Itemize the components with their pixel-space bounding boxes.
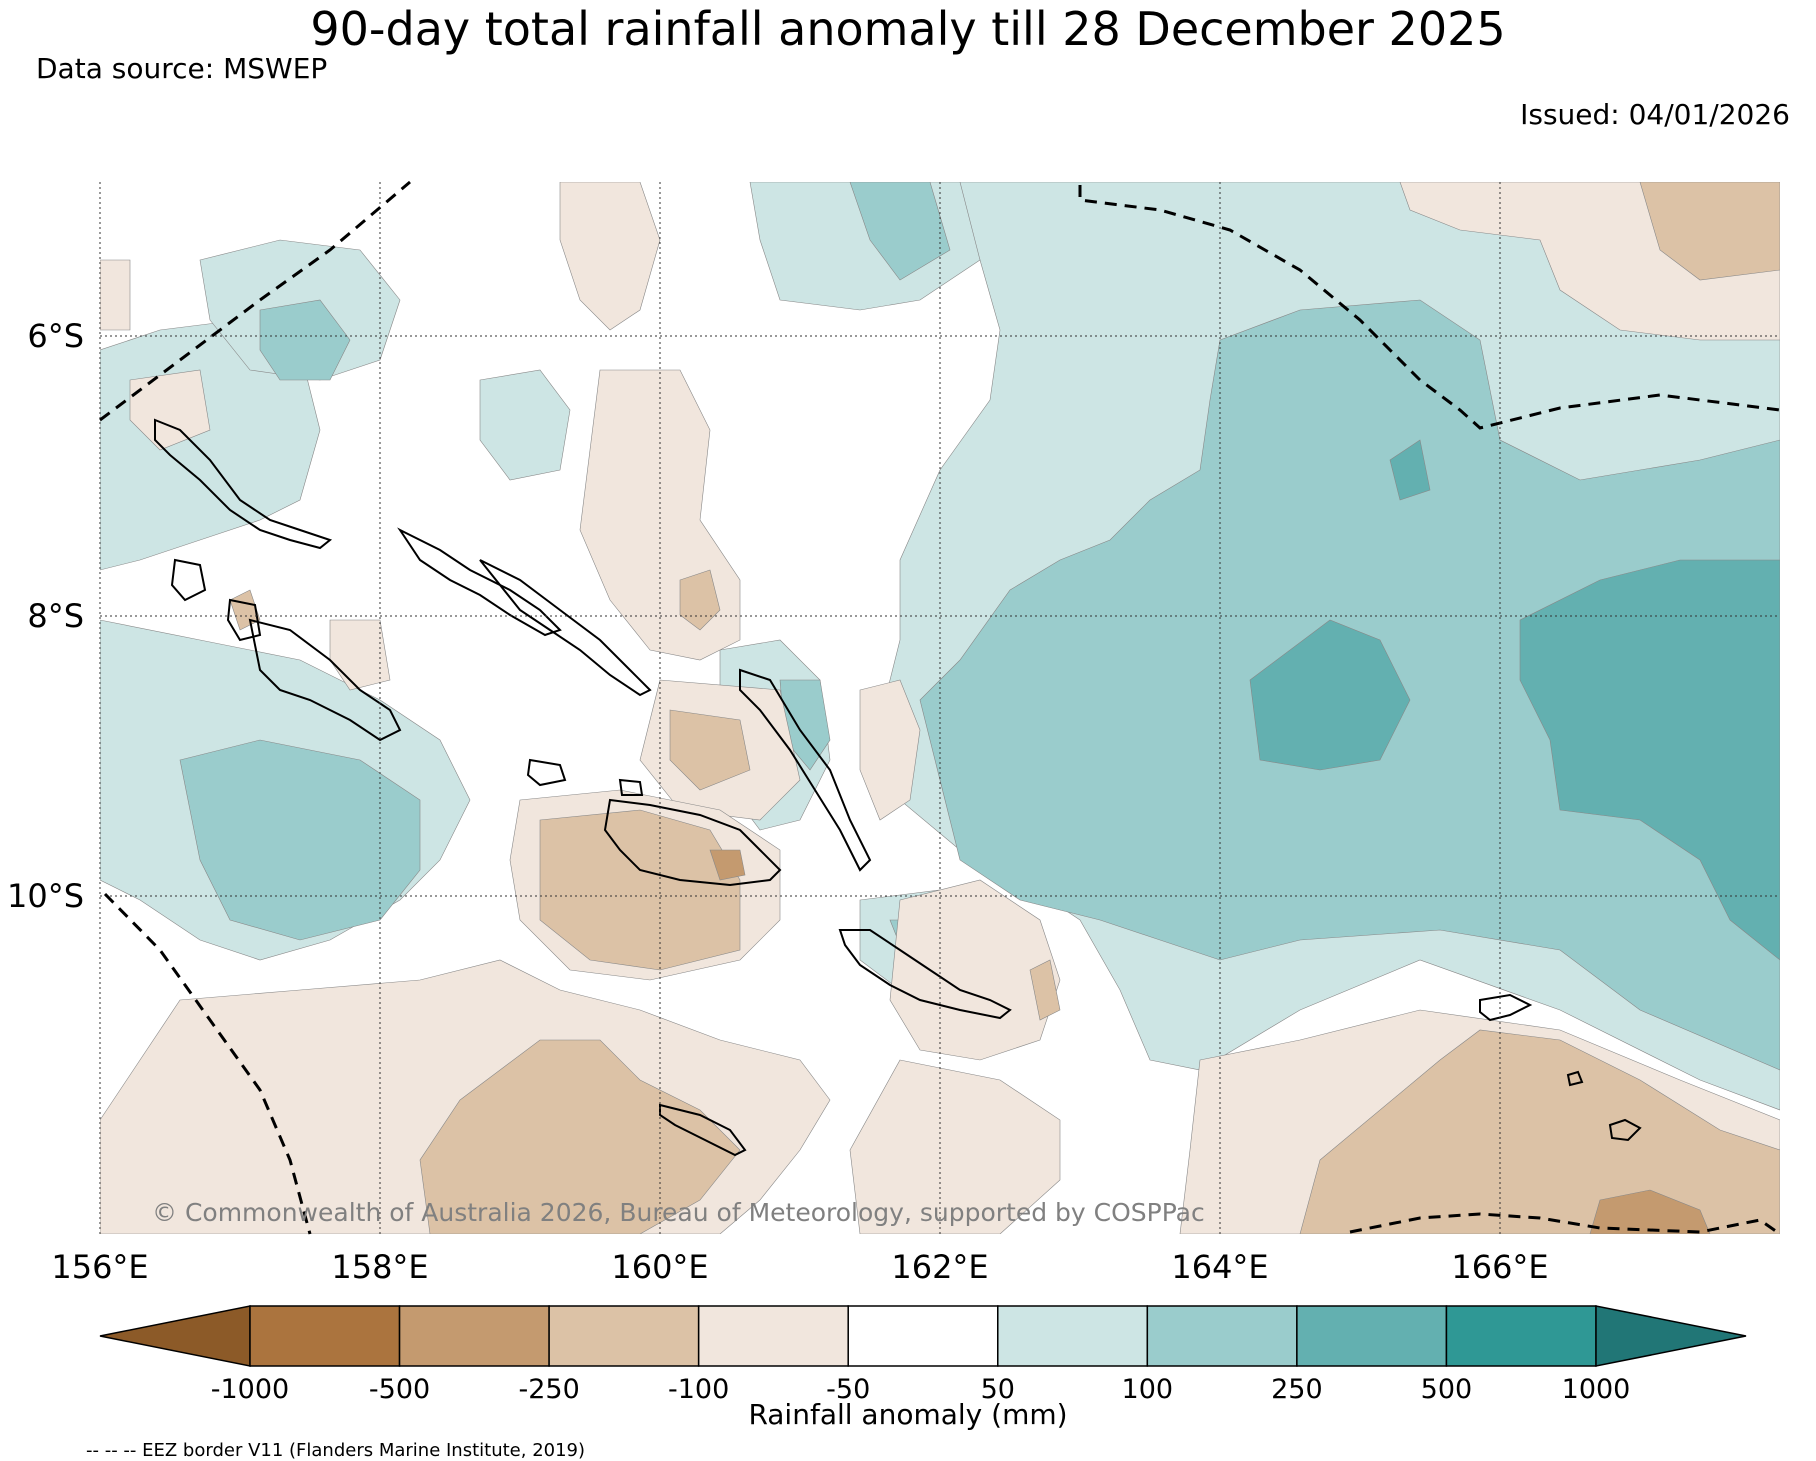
- coastline: [154, 418, 1642, 1157]
- anomaly-region-dry-medium: [419, 1039, 741, 1234]
- lon-tick-164: 164°E: [1171, 1248, 1268, 1286]
- eez-border: [99, 180, 1781, 1236]
- anomaly-region-dry-medium: [1299, 1029, 1780, 1234]
- anomaly-region-wet-light: [479, 369, 571, 481]
- colorbar-cell: [249, 1305, 401, 1367]
- island-vanikoro: [1608, 1118, 1642, 1142]
- anomaly-region-dry-light: [559, 182, 661, 331]
- colorbar-tick-label: 100: [1122, 1374, 1174, 1405]
- lat-tick-6: 6°S: [27, 317, 84, 355]
- anomaly-region-dry-light: [849, 1059, 1061, 1234]
- data-source: Data source: MSWEP: [36, 52, 328, 85]
- island-new-georgia: [248, 618, 402, 742]
- gridlines: [99, 182, 1780, 1234]
- anomaly-region-dry-light: [329, 619, 391, 691]
- island-bougainville: [154, 418, 333, 550]
- colorbar-over-triangle: [1595, 1305, 1747, 1367]
- lon-tick-160: 160°E: [611, 1248, 708, 1286]
- anomaly-region-dry-light: [100, 259, 131, 331]
- anomaly-region-wet-dark: [1519, 559, 1780, 961]
- anomaly-region-dry-medium: [669, 709, 751, 791]
- anomaly-region-dry-medium: [1639, 182, 1780, 281]
- lat-tick-10: 10°S: [7, 877, 84, 915]
- colorbar-tick-label: -250: [518, 1374, 579, 1405]
- colorbar-cell: [1146, 1305, 1298, 1367]
- colorbar-tick-label: -500: [369, 1374, 430, 1405]
- colorbar: -1000 -500 -250 -100 -50 50 100 250 500 1000: [99, 1305, 1747, 1405]
- colorbar-tick-label: 50: [981, 1374, 1015, 1405]
- colorbar-label: Rainfall anomaly (mm): [748, 1398, 1068, 1431]
- colorbar-cell: [697, 1305, 849, 1367]
- island-makira: [838, 929, 1012, 1020]
- lon-tick-labels: 156°E 158°E 160°E 162°E 164°E 166°E: [51, 1248, 1548, 1286]
- anomaly-region-dry-dark: [709, 849, 746, 881]
- island-malaita: [739, 668, 872, 872]
- chart-title: 90-day total rainfall anomaly till 28 De…: [310, 2, 1506, 56]
- anomaly-region-dry-light: [859, 679, 921, 821]
- colorbar-tick-label: -100: [668, 1374, 729, 1405]
- anomaly-region-wet-dark: [1249, 619, 1411, 771]
- colorbar-tick-label: 250: [1271, 1374, 1323, 1405]
- island-small: [526, 758, 567, 787]
- eez-legend-note: -- -- -- EEZ border V11 (Flanders Marine…: [86, 1440, 586, 1461]
- island-santa-isabel: [479, 559, 652, 697]
- colorbar-tick-label: -50: [826, 1374, 870, 1405]
- anomaly-region-dry-dark: [1589, 1189, 1711, 1234]
- colorbar-cell: [1296, 1305, 1448, 1367]
- anomaly-region-dry-medium: [539, 809, 741, 971]
- copyright-notice: © Commonwealth of Australia 2026, Bureau…: [152, 1198, 1205, 1227]
- anomaly-region-dry-medium: [1029, 959, 1061, 1021]
- anomaly-region-dry-light: [129, 369, 211, 451]
- colorbar-tick-label: -1000: [211, 1374, 289, 1405]
- anomaly-region-wet-medium: [179, 739, 421, 941]
- lon-tick-156: 156°E: [51, 1248, 148, 1286]
- eez-border-segment: [1078, 185, 1781, 430]
- anomaly-region-wet-medium: [849, 182, 951, 281]
- anomaly-region-wet-dark: [1389, 439, 1431, 501]
- island-small: [1566, 1070, 1584, 1087]
- anomaly-region-dry-light: [889, 879, 1061, 1061]
- colorbar-cell: [398, 1305, 550, 1367]
- lon-tick-166: 166°E: [1451, 1248, 1548, 1286]
- colorbar-tick-label: 1000: [1562, 1374, 1631, 1405]
- lon-tick-158: 158°E: [331, 1248, 428, 1286]
- island-small: [618, 778, 644, 796]
- colorbar-cell: [548, 1305, 700, 1367]
- issued-date: Issued: 04/01/2026: [1520, 98, 1790, 131]
- anomaly-region-dry-medium: [679, 569, 721, 631]
- island-small: [226, 598, 262, 642]
- colorbar-cell: [1445, 1305, 1597, 1367]
- island-small: [170, 558, 207, 602]
- island-santa-cruz: [1479, 993, 1533, 1022]
- island-guadalcanal: [603, 798, 782, 887]
- eez-border-segment: [103, 892, 312, 1235]
- colorbar-tick-label: 500: [1421, 1374, 1473, 1405]
- lat-tick-8: 8°S: [27, 597, 84, 635]
- eez-border-segment: [1349, 1212, 1781, 1236]
- colorbar-under-triangle: [99, 1305, 251, 1367]
- lat-tick-labels: 6°S 8°S 10°S: [7, 317, 84, 915]
- colorbar-cell: [997, 1305, 1149, 1367]
- lon-tick-162: 162°E: [891, 1248, 988, 1286]
- eez-border-segment: [99, 180, 411, 422]
- island-rennell: [659, 1103, 747, 1157]
- colorbar-cell: [847, 1305, 999, 1367]
- anomaly-region-wet-medium: [259, 299, 351, 381]
